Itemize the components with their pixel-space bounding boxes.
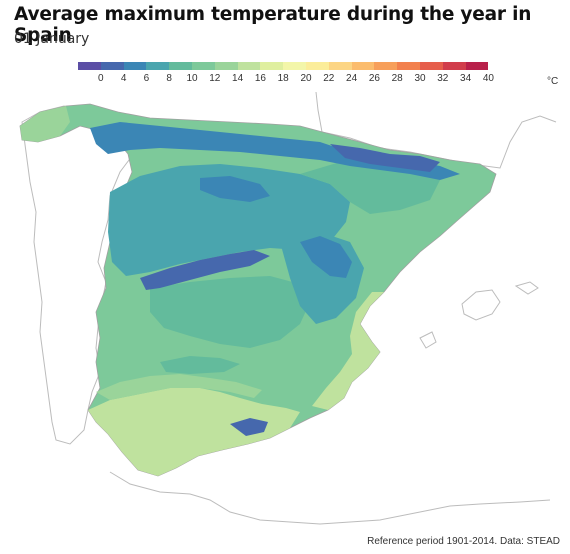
- legend-swatch: [397, 62, 420, 70]
- legend-swatch: [78, 62, 101, 70]
- temperature-map: [19, 92, 557, 525]
- mallorca-outline: [461, 289, 501, 321]
- southern-plateau-zone: [150, 276, 310, 348]
- legend-swatch: [442, 62, 466, 70]
- cantabrian-mountains-zone: [90, 122, 460, 180]
- legend-swatch: [305, 62, 329, 70]
- legend-swatch: [260, 62, 284, 70]
- legend-tick-label: 26: [368, 73, 380, 84]
- color-legend: 0 4 6 8 10 12 14 16 18 20 22 24 26 28 30 32 34 40: [78, 60, 558, 90]
- legend-tick-label: 18: [277, 73, 289, 84]
- legend-swatch: [169, 62, 192, 70]
- legend-tick-label: 10: [186, 73, 198, 84]
- legend-tick-label: 12: [209, 73, 221, 84]
- legend-swatch: [374, 62, 398, 70]
- africa-outline: [109, 471, 551, 525]
- legend-swatch: [100, 62, 124, 70]
- legend-swatch: [191, 62, 215, 70]
- guadalquivir-zone: [96, 374, 262, 400]
- legend-tick-label: 20: [300, 73, 312, 84]
- legend-swatch: [351, 62, 375, 70]
- legend-tick-label: 6: [143, 73, 150, 84]
- legend-swatch: [283, 62, 306, 70]
- pyrenees-zone: [330, 144, 440, 172]
- date-label: 01 January: [14, 31, 90, 47]
- mediterranean-warm-zone: [312, 292, 384, 410]
- legend-tick-label: 0: [98, 73, 104, 84]
- legend-tick-label: 34: [460, 73, 472, 84]
- legend-swatch: [123, 62, 147, 70]
- legend-tick-label: 16: [254, 73, 266, 84]
- legend-tick-label: 40: [482, 73, 494, 84]
- legend-swatch: [419, 62, 443, 70]
- legend-tick-label: 8: [166, 73, 172, 84]
- legend-swatch: [465, 62, 489, 70]
- legend-swatch: [214, 62, 238, 70]
- central-system-zone: [140, 250, 270, 290]
- legend-tick-label: 24: [346, 73, 358, 84]
- legend-ticks: 0 4 6 8 10 12 14 16 18 20 22 24 26 28 30 32 34 40: [78, 73, 548, 87]
- page-title: Average maximum temperature during the y…: [14, 4, 532, 46]
- galicia-coast-zone: [20, 106, 70, 142]
- northern-ridge-zone: [200, 176, 270, 202]
- source-note: Reference period 1901-2014. Data: STEAD: [367, 536, 560, 547]
- legend-tick-label: 28: [391, 73, 403, 84]
- ebro-upper-zone: [300, 162, 440, 214]
- sierra-nevada-zone: [230, 418, 268, 436]
- legend-tick-label: 4: [120, 73, 127, 84]
- legend-tick-label: 32: [437, 73, 449, 84]
- legend-swatch: [237, 62, 261, 70]
- iberian-peaks-zone: [300, 236, 352, 278]
- legend-color-bar: [78, 62, 489, 70]
- legend-tick-label: 14: [232, 73, 244, 84]
- legend-swatch: [328, 62, 352, 70]
- legend-tick-label: 22: [323, 73, 335, 84]
- sierra-morena-zone: [160, 356, 240, 374]
- south-coast-warm-zone: [88, 388, 300, 476]
- menorca-outline: [514, 281, 539, 295]
- ibiza-outline: [419, 331, 437, 349]
- legend-swatch: [146, 62, 170, 70]
- legend-tick-label: 30: [414, 73, 426, 84]
- legend-unit: °C: [547, 76, 559, 87]
